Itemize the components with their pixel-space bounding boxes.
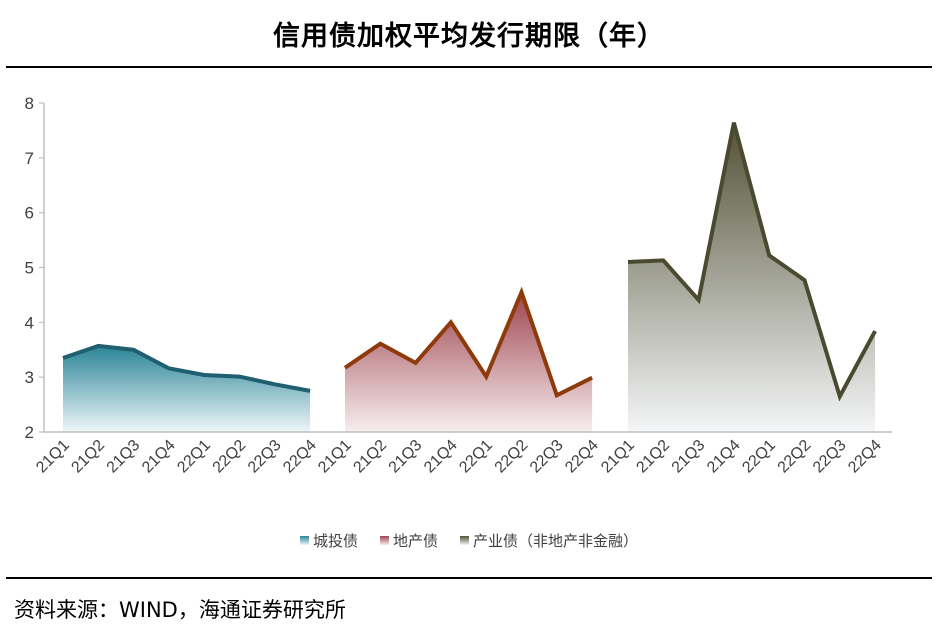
- bottom-rule: [6, 577, 932, 579]
- chart-title: 信用债加权平均发行期限（年）: [273, 21, 665, 52]
- legend-label-chengtou: 城投债: [312, 532, 358, 550]
- legend-label-chanye: 产业债（非地产非金融）: [473, 532, 639, 550]
- x-tick-label: 21Q2: [350, 437, 390, 477]
- y-tick-label: 8: [25, 94, 34, 113]
- legend-label-dichan: 地产债: [392, 532, 438, 550]
- top-rule: [6, 66, 932, 68]
- series-line-chanye: [627, 122, 877, 402]
- area-dichan: [345, 292, 593, 432]
- legend-swatch-dichan: [379, 536, 389, 545]
- y-tick-label: 7: [25, 149, 34, 168]
- x-tick-label: 22Q1: [739, 437, 779, 477]
- x-tick-label: 21Q1: [33, 437, 73, 477]
- x-tick-label: 21Q3: [104, 437, 144, 477]
- y-tick-label: 5: [25, 259, 34, 278]
- y-tick-label: 3: [25, 368, 34, 387]
- x-tick-label: 22Q4: [845, 437, 885, 477]
- chart-legend: 城投债 地产债 产业债（非地产非金融）: [0, 530, 938, 551]
- x-tick-label: 22Q4: [280, 437, 320, 477]
- x-tick-label: 21Q2: [68, 437, 108, 477]
- x-tick-label: 22Q4: [562, 437, 602, 477]
- area-chengtou: [63, 345, 311, 432]
- x-tick-label: 21Q2: [633, 437, 673, 477]
- x-tick-label: 21Q3: [669, 437, 709, 477]
- series-line-dichan: [343, 286, 593, 399]
- y-tick-label: 4: [25, 313, 34, 332]
- x-tick-label: 22Q2: [210, 437, 250, 477]
- x-tick-label: 21Q4: [704, 437, 744, 477]
- legend-item-chengtou: 城投债: [299, 530, 358, 551]
- x-tick-label: 22Q3: [245, 437, 285, 477]
- legend-item-dichan: 地产债: [379, 530, 438, 551]
- x-tick-label: 22Q2: [775, 437, 815, 477]
- x-tick-label: 22Q3: [527, 437, 567, 477]
- y-tick-label: 6: [25, 204, 34, 223]
- series-line-chengtou: [62, 343, 311, 393]
- legend-swatch-chanye: [460, 536, 469, 545]
- x-tick-label: 21Q1: [598, 437, 638, 477]
- x-tick-label: 21Q4: [421, 437, 461, 477]
- x-tick-label: 22Q3: [810, 437, 850, 477]
- x-tick-label: 21Q3: [386, 437, 426, 477]
- x-tick-label: 21Q4: [139, 437, 179, 477]
- x-tick-label: 22Q1: [456, 437, 496, 477]
- x-tick-label: 22Q2: [492, 437, 532, 477]
- area-chanye: [628, 122, 876, 432]
- source-note: 资料来源：WIND，海通证券研究所: [14, 598, 346, 622]
- legend-swatch-chengtou: [299, 536, 309, 545]
- x-tick-label: 22Q1: [174, 437, 214, 477]
- legend-item-chanye: 产业债（非地产非金融）: [460, 530, 638, 551]
- x-tick-label: 21Q1: [315, 437, 355, 477]
- y-tick-label: 2: [25, 423, 34, 442]
